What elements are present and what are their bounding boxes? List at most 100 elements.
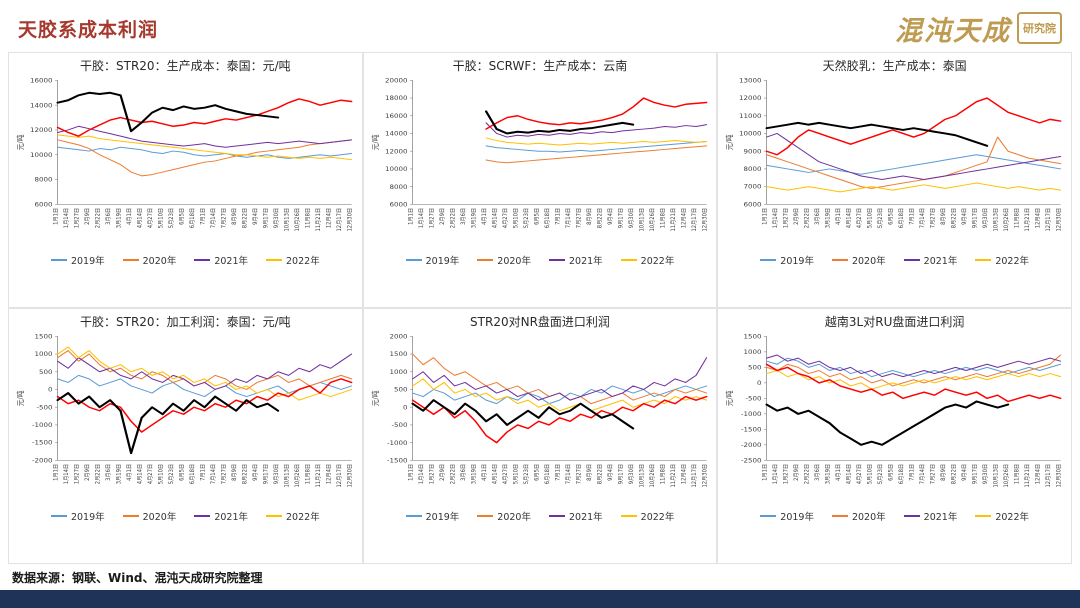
legend-swatch	[50, 259, 67, 261]
svg-text:8月22日: 8月22日	[951, 464, 958, 484]
svg-text:1000: 1000	[35, 351, 53, 359]
svg-text:11月21日: 11月21日	[315, 208, 322, 232]
legend-swatch	[122, 259, 139, 261]
svg-text:-500: -500	[746, 395, 762, 403]
legend-swatch	[477, 259, 494, 261]
svg-text:1500: 1500	[389, 351, 407, 359]
legend-swatch	[975, 515, 992, 517]
svg-text:8月22日: 8月22日	[596, 208, 603, 228]
legend-label: 2019年	[70, 256, 105, 267]
svg-text:7月14日: 7月14日	[210, 464, 217, 484]
svg-text:12月17日: 12月17日	[690, 464, 697, 488]
svg-text:7月27日: 7月27日	[220, 464, 227, 484]
svg-text:16000: 16000	[385, 112, 408, 120]
series-line	[765, 121, 989, 147]
svg-text:11月8日: 11月8日	[659, 464, 666, 484]
svg-text:1月27日: 1月27日	[428, 208, 435, 228]
svg-text:3月19日: 3月19日	[470, 464, 477, 484]
svg-text:9月4日: 9月4日	[606, 208, 613, 225]
svg-text:5月23日: 5月23日	[168, 464, 175, 484]
series-line	[56, 91, 280, 133]
legend-item: 2019年	[760, 509, 814, 523]
series-line	[411, 399, 634, 430]
svg-text:2月22日: 2月22日	[449, 464, 456, 484]
legend-label: 2020年	[142, 512, 177, 523]
series-line	[411, 385, 707, 405]
svg-text:9月4日: 9月4日	[606, 464, 613, 481]
svg-text:5月10日: 5月10日	[867, 464, 874, 484]
svg-text:-1500: -1500	[387, 457, 408, 465]
chart-legend: 2019年 2020年 2021年 2022年	[13, 507, 358, 525]
svg-text:1月14日: 1月14日	[772, 464, 779, 484]
page-header: 天胶系成本利润 混沌天成 研究院	[0, 0, 1080, 52]
svg-text:7月1日: 7月1日	[199, 464, 206, 481]
svg-text:9000: 9000	[744, 148, 762, 156]
legend-item: 2021年	[194, 509, 248, 523]
svg-text:10月13日: 10月13日	[993, 464, 1000, 488]
chart-panel-scrwf-cost: 干胶：SCRWF：生产成本：云南 6000 8000 10000 12000 14000…	[362, 52, 718, 308]
series-line	[766, 182, 1062, 193]
legend-item: 2020年	[477, 253, 531, 267]
svg-text:3月19日: 3月19日	[825, 464, 832, 484]
page-footer: 数据来源：钢联、Wind、混沌天成研究院整理	[0, 564, 1080, 608]
legend-label: 2022年	[286, 256, 320, 267]
svg-text:18000: 18000	[385, 95, 408, 103]
svg-text:12月17日: 12月17日	[336, 208, 343, 232]
svg-text:6月5日: 6月5日	[178, 208, 185, 225]
svg-text:3月6日: 3月6日	[814, 464, 821, 481]
svg-text:9月4日: 9月4日	[252, 208, 259, 225]
svg-text:2月9日: 2月9日	[793, 464, 800, 481]
brand-name: 混沌天成	[895, 15, 1011, 47]
svg-text:8月22日: 8月22日	[951, 208, 958, 228]
svg-text:11月8日: 11月8日	[659, 208, 666, 228]
svg-text:12000: 12000	[30, 126, 53, 134]
svg-text:4月1日: 4月1日	[480, 208, 487, 225]
legend-swatch	[548, 515, 565, 517]
svg-text:-1500: -1500	[741, 426, 762, 434]
legend-label: 2019年	[780, 256, 814, 267]
svg-text:6月5日: 6月5日	[178, 464, 185, 481]
legend-label: 2020年	[142, 256, 177, 267]
legend-swatch	[548, 259, 565, 261]
svg-text:7月1日: 7月1日	[554, 464, 561, 481]
svg-text:9月30日: 9月30日	[627, 464, 634, 484]
svg-text:4月27日: 4月27日	[501, 464, 508, 484]
svg-text:6月18日: 6月18日	[543, 208, 550, 228]
series-line	[411, 353, 707, 405]
svg-text:-500: -500	[391, 421, 407, 429]
series-line	[484, 97, 708, 130]
svg-text:1月27日: 1月27日	[783, 208, 790, 228]
svg-text:4月14日: 4月14日	[491, 208, 498, 228]
svg-text:1月1日: 1月1日	[52, 464, 59, 481]
series-line	[57, 346, 353, 401]
brand-logo: 混沌天成 研究院	[895, 9, 1062, 48]
svg-text:12月17日: 12月17日	[1045, 464, 1052, 488]
svg-text:-1000: -1000	[387, 439, 408, 447]
svg-text:9月4日: 9月4日	[252, 464, 259, 481]
svg-text:元/吨: 元/吨	[370, 134, 380, 150]
series-line	[766, 354, 1062, 378]
legend-swatch	[831, 259, 848, 261]
legend-label: 2022年	[286, 512, 320, 523]
svg-text:-1000: -1000	[32, 421, 53, 429]
svg-text:11月21日: 11月21日	[669, 464, 676, 488]
legend-label: 2019年	[425, 512, 460, 523]
svg-text:0: 0	[403, 404, 408, 412]
svg-text:4月1日: 4月1日	[835, 464, 842, 481]
brand-seal: 研究院	[1017, 12, 1062, 44]
svg-text:8月9日: 8月9日	[585, 464, 592, 481]
svg-text:4月14日: 4月14日	[136, 208, 143, 228]
series-line	[57, 350, 353, 390]
svg-text:11月21日: 11月21日	[315, 464, 322, 488]
legend-swatch	[903, 259, 920, 261]
data-source: 数据来源：钢联、Wind、混沌天成研究院整理	[12, 571, 263, 585]
series-line	[766, 154, 1062, 175]
svg-text:12月30日: 12月30日	[346, 464, 353, 488]
svg-text:4月14日: 4月14日	[846, 464, 853, 484]
svg-text:11000: 11000	[739, 112, 762, 120]
svg-text:7月27日: 7月27日	[930, 464, 937, 484]
legend-item: 2022年	[266, 509, 320, 523]
svg-text:5月10日: 5月10日	[512, 464, 519, 484]
chart-canvas: 6000 7000 8000 9000 10000 11000 12000 13000 1月1日…	[725, 77, 1063, 232]
svg-text:6月18日: 6月18日	[898, 208, 905, 228]
